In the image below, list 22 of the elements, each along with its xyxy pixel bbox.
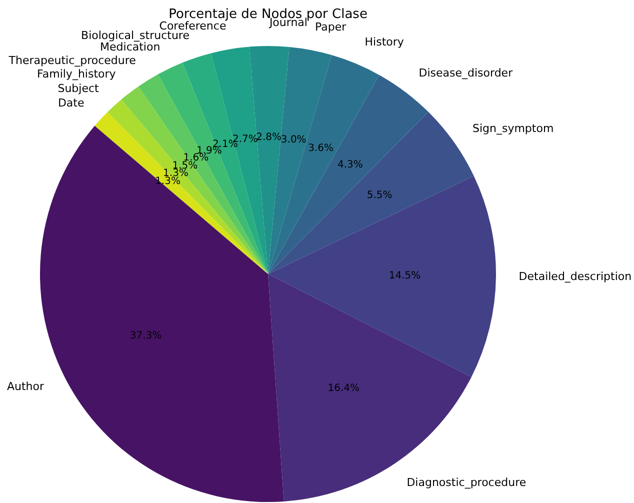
data-label: 3.0%	[280, 134, 306, 146]
data-label: 37.3%	[130, 330, 162, 342]
slice-label: Medication	[100, 40, 160, 54]
slice-label: Diagnostic_procedure	[406, 476, 526, 489]
data-label: 4.3%	[338, 160, 363, 171]
slice-label: Author	[6, 380, 44, 393]
slice-label: Biological_structure	[81, 28, 190, 42]
slice-label: Disease_disorder	[418, 66, 514, 80]
slice-label: Detailed_description	[518, 270, 632, 284]
slice-label: Therapeutic_procedure	[8, 54, 136, 67]
data-label: 3.6%	[308, 142, 334, 154]
slice-label: Sign_symptom	[472, 122, 554, 135]
data-label: 14.5%	[388, 270, 421, 282]
slice-label: Family_history	[37, 68, 116, 81]
slice-label: Date	[58, 96, 84, 110]
pie-slice	[268, 176, 496, 377]
data-label: 5.5%	[366, 190, 392, 201]
slice-label: Paper	[314, 20, 347, 34]
data-label: 16.4%	[328, 382, 360, 394]
slice-label: History	[364, 36, 404, 49]
data-label: 2.8%	[256, 132, 282, 144]
slice-label: Subject	[58, 82, 100, 95]
